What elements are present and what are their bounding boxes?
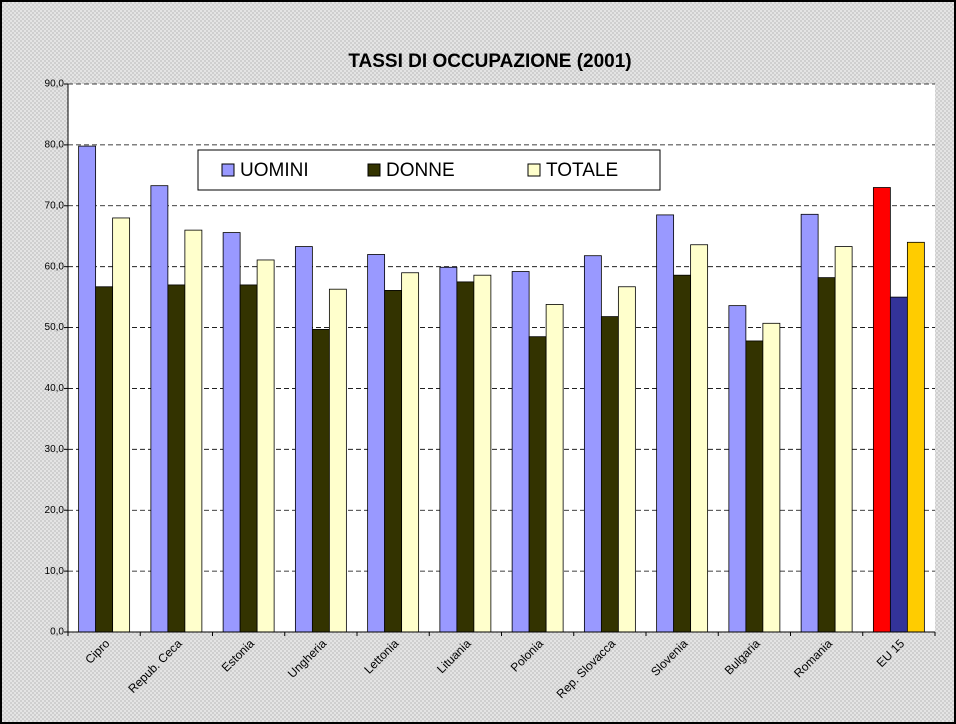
bar	[583, 255, 602, 633]
bar	[528, 336, 547, 633]
bar	[817, 277, 836, 633]
bar	[545, 304, 564, 633]
bar	[112, 217, 131, 633]
y-tick-label: 30,0	[45, 444, 65, 455]
legend-swatch	[527, 163, 541, 177]
legend-label: DONNE	[386, 160, 455, 181]
legend-label: UOMINI	[240, 160, 309, 181]
y-tick-label: 60,0	[45, 261, 65, 272]
legend-swatch	[221, 163, 235, 177]
bar	[872, 187, 891, 633]
bar	[473, 274, 492, 633]
bar	[239, 284, 258, 633]
bar	[834, 246, 853, 633]
bar	[367, 254, 386, 633]
bar	[456, 281, 475, 633]
bar	[889, 296, 908, 633]
bar	[728, 305, 747, 633]
bar	[673, 274, 692, 633]
bar	[511, 271, 530, 633]
bar	[256, 259, 275, 633]
bar	[762, 322, 781, 633]
bar	[690, 244, 709, 633]
bar	[222, 232, 241, 633]
legend-box	[197, 149, 661, 191]
bar	[401, 272, 420, 633]
bar	[656, 214, 675, 633]
y-tick-label: 40,0	[45, 383, 65, 394]
bar	[78, 145, 97, 633]
bar	[150, 185, 169, 633]
y-tick-label: 0,0	[50, 627, 64, 638]
chart-title: TASSI DI OCCUPAZIONE (2001)	[348, 51, 631, 72]
y-tick-label: 20,0	[45, 505, 65, 516]
bar	[745, 340, 764, 633]
bar	[328, 288, 347, 633]
y-tick-label: 90,0	[45, 79, 65, 90]
legend-label: TOTALE	[546, 160, 618, 181]
bar	[311, 328, 330, 633]
legend-swatch	[367, 163, 381, 177]
bar	[184, 229, 203, 633]
bar	[800, 213, 819, 633]
bar	[294, 246, 313, 633]
y-tick-label: 50,0	[45, 322, 65, 333]
y-tick-label: 80,0	[45, 140, 65, 151]
y-tick-label: 10,0	[45, 566, 65, 577]
bar	[617, 286, 636, 633]
bar	[439, 266, 458, 633]
bar	[95, 286, 114, 633]
bar	[167, 284, 186, 633]
bar	[906, 241, 925, 633]
bar	[600, 316, 619, 633]
y-tick-label: 70,0	[45, 200, 65, 211]
bar	[384, 290, 403, 633]
